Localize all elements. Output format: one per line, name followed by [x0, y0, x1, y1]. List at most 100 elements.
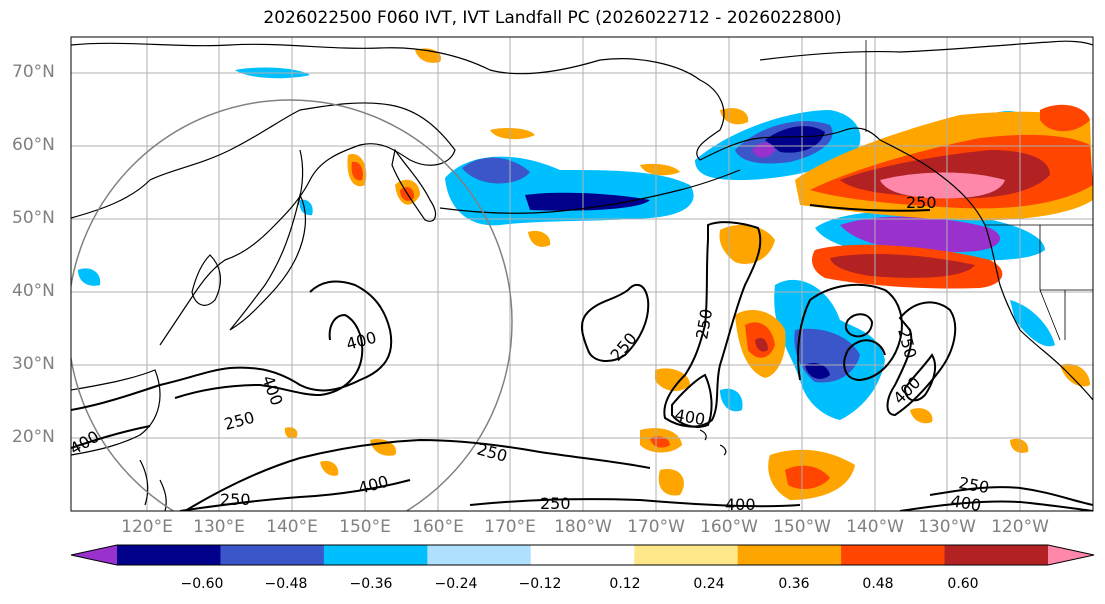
colorbar-over-triangle — [1048, 545, 1094, 565]
colorbar-segment — [220, 545, 325, 565]
graticule — [71, 37, 1093, 511]
ivt-contour-southern-250 — [184, 438, 651, 511]
colorbar-segment — [634, 545, 739, 565]
central-pacific-navy — [805, 363, 830, 379]
positive-pc-shading — [284, 48, 1093, 500]
colorbar-segment — [117, 545, 221, 565]
ivt-contour-se-400 — [899, 500, 1093, 511]
nw-pacific-blue-core — [462, 157, 530, 184]
ne-pacific-purple-core — [840, 216, 1000, 252]
tropics-red-1 — [650, 436, 670, 448]
ivt-contour-west-250 — [71, 280, 393, 411]
korea-coast — [191, 254, 222, 306]
lon-label: 150°E — [339, 517, 391, 537]
bering-orange — [640, 163, 680, 176]
coastlines — [71, 40, 1093, 511]
lon-label: 170°W — [627, 517, 685, 537]
na-west-coast — [879, 139, 1093, 401]
asia-east-coast — [71, 102, 456, 346]
tropics-orange-6 — [910, 408, 933, 424]
colorbar-segment — [841, 545, 946, 565]
mid-darkred-1 — [755, 338, 768, 352]
south-orange-2 — [284, 427, 298, 439]
sakhalin-coast — [297, 149, 304, 206]
colorbar — [70, 544, 1095, 566]
lon-label: 180°W — [554, 517, 612, 537]
lon-label: 150°W — [773, 517, 831, 537]
ivt-contour-south-400 — [71, 425, 151, 449]
alaska-coast — [599, 58, 881, 161]
ivt-contour-west-400 — [174, 313, 364, 399]
lat-label: 40°N — [12, 281, 55, 301]
colorbar-segment — [944, 545, 1049, 565]
colorbar-segment — [737, 545, 842, 565]
subtropical-darkred-band — [830, 254, 975, 278]
landfall-region-circle — [71, 99, 513, 511]
ivt-contour-southern-400 — [179, 479, 801, 511]
alaska-orange-1 — [720, 108, 749, 125]
colorbar-segment — [427, 545, 532, 565]
lon-label: 130°E — [193, 517, 245, 537]
colorbar-tick-label: 0.36 — [778, 576, 810, 592]
nw-canada-red — [1040, 104, 1090, 132]
contour-label: 400 — [725, 495, 756, 514]
tropical-blue-patch — [720, 388, 743, 412]
lon-label: 170°E — [484, 517, 536, 537]
colorbar-tick-label: −0.24 — [434, 576, 478, 592]
negative-pc-shading — [78, 67, 1055, 420]
colorbar-tick-label: −0.36 — [349, 576, 393, 592]
arctic-orange-2 — [490, 127, 535, 140]
tropics-orange-5 — [1010, 438, 1029, 453]
colorbar-tick-label: 0.60 — [947, 576, 979, 592]
west-blue-patch — [78, 268, 101, 286]
contour-label: 250 — [906, 193, 937, 212]
china-coast — [71, 369, 161, 456]
lat-label: 50°N — [12, 208, 55, 228]
lon-label: 160°E — [412, 517, 464, 537]
colorbar-segment — [323, 545, 428, 565]
contour-label: 250 — [540, 494, 571, 513]
ivt-contour-central-250 — [581, 283, 650, 362]
dateline-orange — [719, 224, 775, 264]
colorbar-tick-label: 0.24 — [693, 576, 725, 592]
tropics-red-2 — [785, 465, 830, 490]
ivt-contour-east-loop — [797, 204, 931, 382]
philippines-coast — [139, 459, 167, 511]
colorbar-tick-label: 0.12 — [609, 576, 641, 592]
arctic-canada — [759, 40, 1093, 61]
bc-pink-core — [880, 172, 1005, 199]
colorbar-tick-label: −0.12 — [518, 576, 562, 592]
pacific-nw-blue — [1010, 300, 1055, 347]
colorbar-tick-label: −0.60 — [180, 576, 224, 592]
contour-label: 250 — [220, 490, 251, 509]
nw-pacific-navy-core — [525, 192, 650, 211]
lon-label: 140°E — [266, 517, 318, 537]
us-state-lines — [1039, 225, 1093, 341]
japan-coast — [229, 193, 306, 331]
ivt-contour-dateline-400 — [671, 373, 713, 428]
map-frame — [70, 36, 1094, 512]
colorbar-segment — [530, 545, 635, 565]
ivt-contours — [71, 204, 1093, 511]
south-orange-1 — [320, 460, 339, 476]
contour-label: 400 — [949, 491, 982, 515]
ivt-contour-dateline-250 — [663, 221, 762, 428]
cal-coast-orange — [1060, 363, 1090, 387]
political-borders — [865, 40, 1093, 341]
lon-label: 140°W — [846, 517, 904, 537]
kamchatka-coast — [391, 148, 437, 222]
lon-label: 130°W — [918, 517, 976, 537]
hawaii — [699, 429, 727, 456]
lat-label: 60°N — [12, 135, 55, 155]
aleutian-orange — [528, 230, 551, 247]
tropics-orange-4 — [658, 469, 684, 496]
ivt-contour-east-oval — [844, 313, 874, 338]
colorbar-tick-label: 0.48 — [862, 576, 894, 592]
colorbar-tick-label: −0.48 — [264, 576, 308, 592]
ivt-contour-se-250 — [929, 486, 1093, 506]
colorbar-under-triangle — [71, 545, 117, 565]
siberia-red — [351, 161, 363, 181]
tropics-orange-3 — [655, 368, 690, 392]
lat-label: 20°N — [12, 427, 55, 447]
